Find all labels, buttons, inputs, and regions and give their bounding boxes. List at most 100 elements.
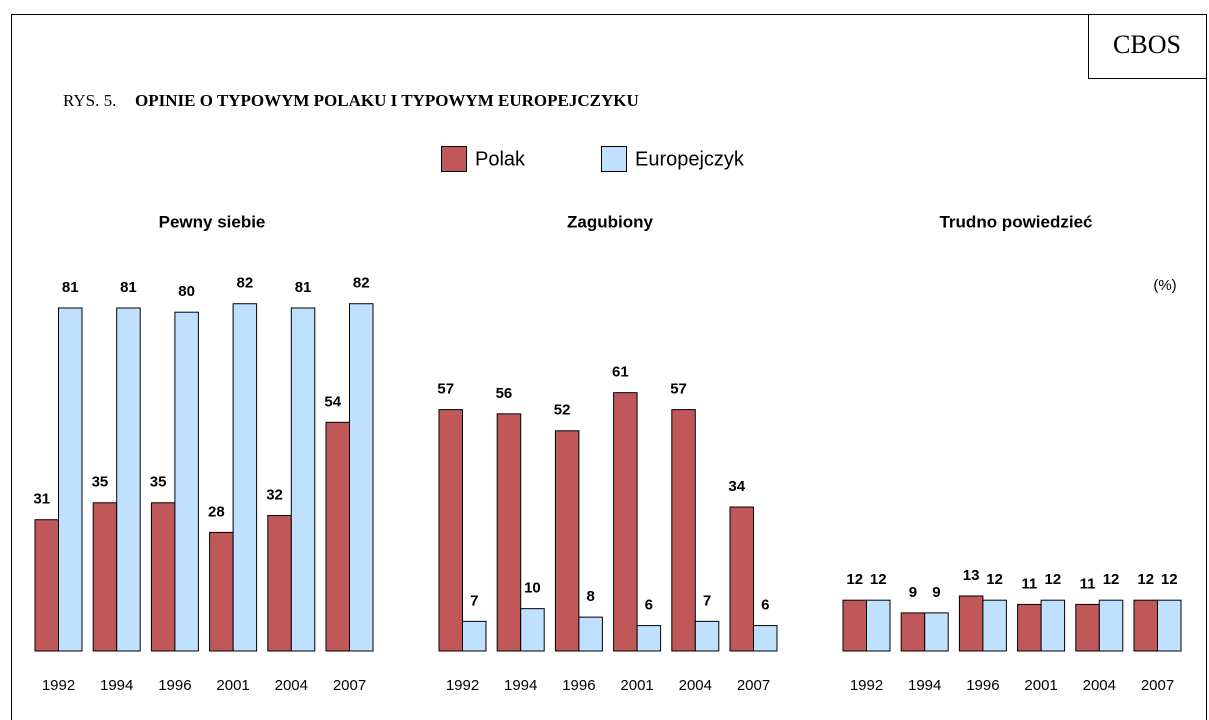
value-label: 35 [150,474,167,491]
bar [636,625,662,652]
bar [92,502,118,652]
bar [1040,599,1066,652]
bar [958,595,984,652]
value-label: 13 [963,567,980,584]
x-tick-label: 1994 [908,677,941,694]
value-label: 54 [324,393,341,410]
value-label: 81 [62,279,79,296]
x-tick-label: 2007 [1141,677,1174,694]
value-label: 57 [437,381,454,398]
value-label: 9 [909,584,917,601]
x-tick-label: 2007 [737,677,770,694]
value-label: 81 [120,279,137,296]
bar [1157,599,1182,652]
x-tick-label: 2004 [275,677,308,694]
value-label: 82 [353,275,370,292]
bar [58,307,83,652]
bar [34,519,59,652]
value-label: 80 [178,283,195,300]
bar [462,620,487,652]
x-tick-label: 1996 [562,677,595,694]
bar [753,625,778,652]
bar [1133,599,1158,652]
bar [267,514,292,652]
bar [116,307,141,652]
bar [290,307,316,652]
bar [613,392,638,652]
value-label: 28 [208,503,225,520]
bar [150,502,176,652]
x-tick-label: 1996 [158,677,191,694]
chart-title: OPINIE O TYPOWYM POLAKU I TYPOWYM EUROPE… [135,91,639,110]
legend-swatch [441,146,467,172]
bar [232,303,258,652]
bar [842,599,867,652]
x-tick-label: 2001 [1024,677,1057,694]
value-label: 12 [846,571,863,588]
brand-box [1088,14,1207,79]
bar [554,430,580,652]
x-tick-label: 1992 [446,677,479,694]
x-tick-label: 1992 [42,677,75,694]
legend-swatch [601,146,627,172]
figure-label: RYS. 5. [63,91,116,110]
value-label: 7 [470,592,478,609]
unit-label: (%) [1153,277,1176,294]
value-label: 10 [524,580,541,597]
value-label: 8 [586,588,594,605]
bar [209,531,234,652]
bar [694,620,720,652]
bar [520,608,545,652]
bar [325,421,350,652]
value-label: 11 [1080,575,1096,592]
value-label: 34 [728,478,745,495]
value-label: 12 [1137,571,1154,588]
value-label: 12 [1103,571,1120,588]
x-tick-label: 2001 [620,677,653,694]
bar [982,599,1007,652]
bar [1075,603,1100,652]
bar [1098,599,1124,652]
legend-label: Europejczyk [635,148,745,170]
panel-title: Trudno powiedzieć [939,212,1092,231]
x-tick-label: 2007 [333,677,366,694]
bar [924,612,949,652]
bar [900,612,926,652]
x-tick-label: 2004 [1083,677,1116,694]
bar [671,409,696,652]
value-label: 35 [92,474,109,491]
value-label: 6 [761,597,769,614]
x-tick-label: 1994 [504,677,537,694]
brand: CBOS [1113,30,1181,59]
value-label: 7 [703,592,711,609]
bar [496,413,522,652]
value-label: 82 [237,275,254,292]
panel-title: Pewny siebie [159,212,266,231]
value-label: 12 [986,571,1003,588]
value-label: 12 [1045,571,1062,588]
panel-title: Zagubiony [567,212,653,231]
bar [578,616,603,652]
x-tick-label: 1992 [850,677,883,694]
value-label: 56 [496,385,513,402]
value-label: 11 [1021,575,1037,592]
value-label: 12 [870,571,887,588]
value-label: 81 [295,279,312,296]
value-label: 52 [554,402,571,419]
bar [349,303,374,652]
bar [866,599,891,652]
value-label: 12 [1161,571,1178,588]
value-label: 57 [670,381,687,398]
value-label: 31 [33,491,50,508]
bar [729,506,754,652]
value-label: 61 [612,364,629,381]
bar [174,311,199,652]
x-tick-label: 2001 [216,677,249,694]
x-tick-label: 2004 [679,677,712,694]
bar [438,409,463,652]
value-label: 6 [645,597,653,614]
x-tick-label: 1996 [966,677,999,694]
frame [11,14,1207,720]
x-tick-label: 1994 [100,677,133,694]
